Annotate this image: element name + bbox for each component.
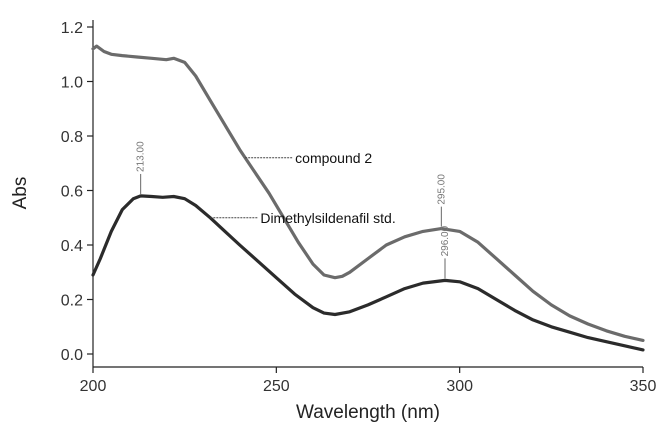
y-axis-title: Abs bbox=[10, 177, 31, 210]
y-ticks: 0.0 0.2 0.4 0.6 0.8 1.0 1.2 bbox=[61, 20, 93, 364]
y-tick-label-6: 1.2 bbox=[61, 20, 83, 37]
label-layer: compound 2 Dimethylsildenafil std. bbox=[210, 150, 396, 226]
y-tick-label-0: 0.0 bbox=[61, 347, 83, 364]
y-tick-label-3: 0.6 bbox=[61, 184, 83, 201]
y-tick-label-1: 0.2 bbox=[61, 293, 83, 310]
y-tick-label-4: 0.8 bbox=[61, 129, 83, 146]
x-tick-label-2: 300 bbox=[446, 378, 473, 395]
x-tick-label-1: 250 bbox=[263, 378, 290, 395]
series-label-1: Dimethylsildenafil std. bbox=[260, 210, 395, 226]
x-axis-title: Wavelength (nm) bbox=[296, 402, 440, 423]
annotation-layer: 213.00 295.00 296.00 bbox=[136, 141, 451, 279]
peak-label-0: 213.00 bbox=[136, 141, 147, 172]
series-layer bbox=[91, 44, 645, 352]
series-label-0: compound 2 bbox=[295, 150, 372, 166]
y-tick-label-2: 0.4 bbox=[61, 238, 83, 255]
x-tick-label-3: 350 bbox=[630, 378, 656, 395]
peak-label-1: 295.00 bbox=[436, 174, 447, 205]
x-tick-label-0: 200 bbox=[80, 378, 107, 395]
peak-label-2: 296.00 bbox=[440, 225, 451, 256]
y-tick-label-5: 1.0 bbox=[61, 75, 83, 92]
series-line-0 bbox=[91, 44, 645, 342]
x-ticks: 200 250 300 350 bbox=[80, 367, 656, 395]
axes bbox=[92, 20, 643, 368]
series-line-1 bbox=[91, 194, 645, 352]
